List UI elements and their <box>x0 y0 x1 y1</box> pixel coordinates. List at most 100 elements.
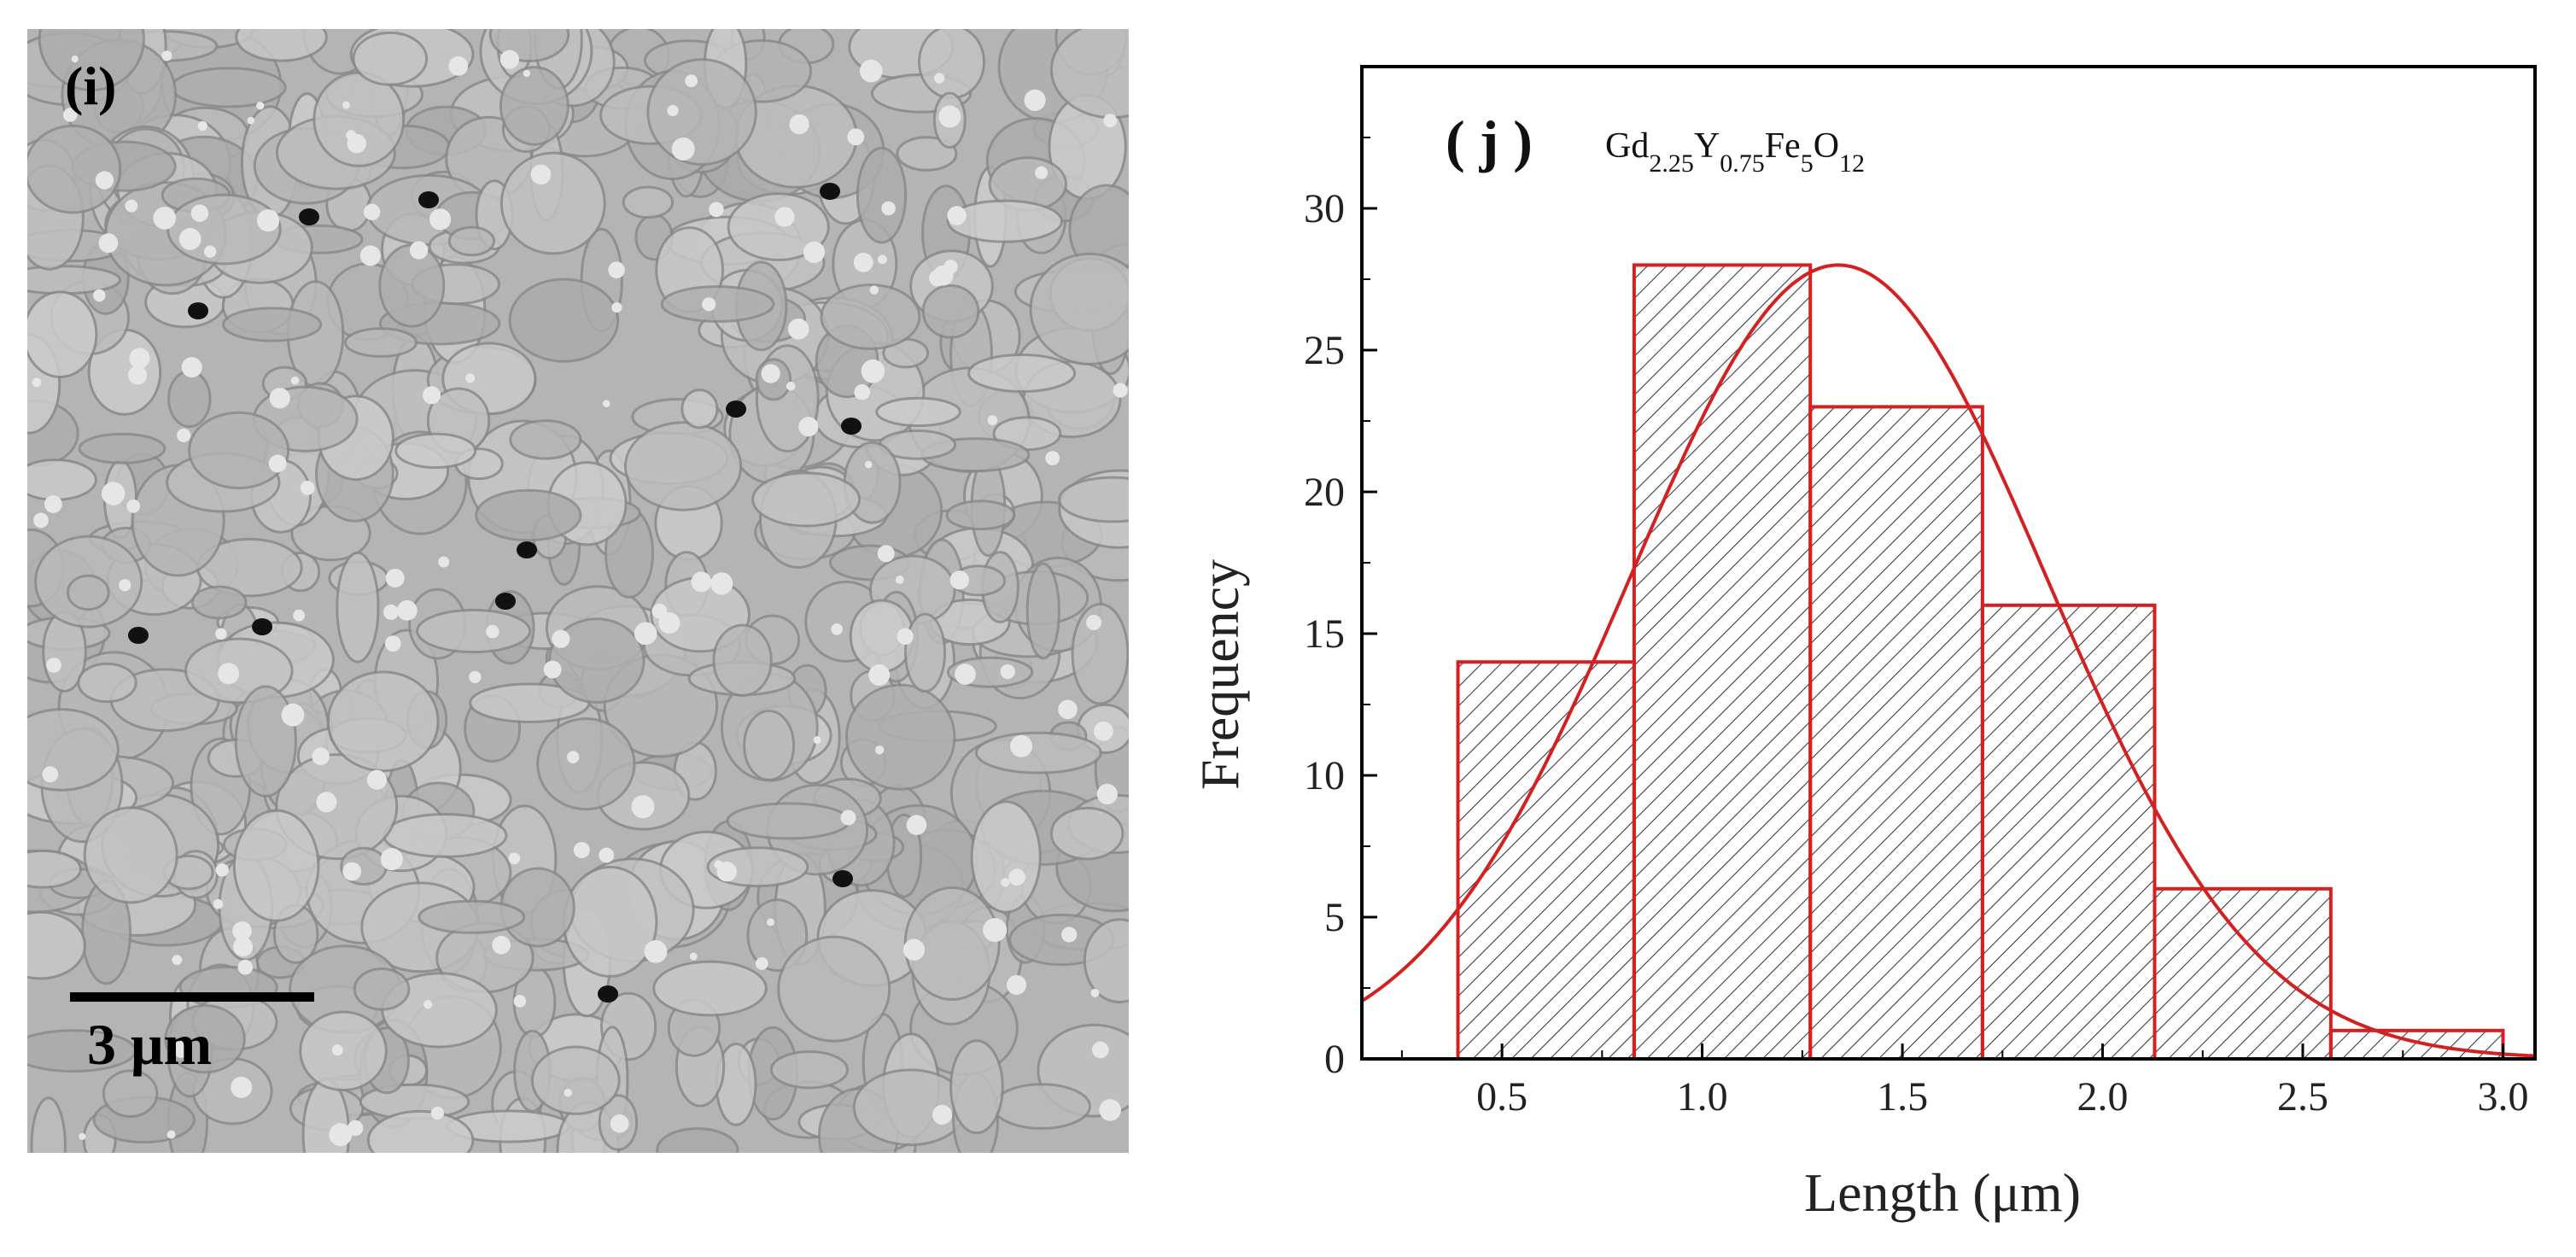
sem-panel-label: (i) <box>65 56 117 116</box>
bright-particle <box>204 245 217 258</box>
bright-particle <box>831 623 843 635</box>
bright-particle <box>1001 878 1010 887</box>
axis-ticks: 0.5 1.0 1.5 2.0 2.5 3.0 0 5 10 15 20 25 30 <box>1304 137 2528 1120</box>
bright-particle <box>44 495 62 513</box>
bright-particle <box>95 171 114 190</box>
bright-particle <box>897 628 914 645</box>
grain <box>656 1127 739 1153</box>
y-tick-label: 25 <box>1304 328 1345 373</box>
bright-particle <box>281 703 305 727</box>
bright-particle <box>658 612 681 634</box>
bright-particle <box>233 937 254 957</box>
bright-particle <box>864 460 873 469</box>
x-tick-label: 3.0 <box>2477 1074 2528 1120</box>
grain <box>820 284 921 350</box>
bright-particle <box>983 918 1008 943</box>
grain <box>921 284 980 339</box>
bright-particle <box>312 747 330 765</box>
bright-particle <box>789 114 809 135</box>
grain <box>896 136 958 172</box>
y-tick-label: 10 <box>1304 753 1345 798</box>
grain <box>967 354 1077 393</box>
bright-particle <box>710 572 733 595</box>
chart-panel-label: ( j ) <box>1446 108 1533 173</box>
bright-particle <box>331 1044 343 1056</box>
x-axis-title: Length (μm) <box>1804 1162 2081 1223</box>
grain <box>946 199 1064 243</box>
grain <box>366 1109 475 1153</box>
grain <box>949 1039 1004 1135</box>
bright-particle <box>813 736 821 745</box>
grain <box>751 471 862 528</box>
bright-particle <box>702 297 716 312</box>
bright-particle <box>934 73 945 84</box>
grain <box>234 685 297 798</box>
bright-particle <box>126 499 141 513</box>
grain <box>394 432 477 469</box>
bright-particle <box>190 204 209 222</box>
grain <box>336 551 380 664</box>
grain <box>712 623 773 697</box>
bright-particle <box>42 766 59 783</box>
bright-particle <box>129 348 150 369</box>
bright-particle <box>1086 615 1102 630</box>
bright-particle <box>71 56 79 63</box>
grain <box>970 800 1042 914</box>
bright-particle <box>438 556 450 568</box>
grain <box>681 389 719 430</box>
grain <box>624 421 743 512</box>
grain <box>974 731 1102 775</box>
bright-particle <box>859 59 883 83</box>
bright-particle <box>215 628 227 640</box>
grain <box>646 58 757 167</box>
grain <box>27 849 82 889</box>
grain <box>652 960 768 1017</box>
histogram-bar <box>2328 1028 2505 1061</box>
grain <box>299 1010 388 1092</box>
bright-particle <box>513 995 527 1008</box>
grain <box>78 432 166 465</box>
grain <box>845 683 956 791</box>
bright-particle <box>947 206 967 225</box>
grain <box>1058 476 1129 523</box>
bright-particle <box>232 921 252 941</box>
bright-particle <box>667 104 679 117</box>
bright-particle <box>172 955 183 966</box>
bright-particle <box>342 862 362 881</box>
bright-particle <box>385 569 405 588</box>
grain <box>418 899 526 934</box>
bright-particle <box>906 815 927 835</box>
scale-bar-label: 3 μm <box>87 1012 213 1077</box>
pore <box>128 627 149 644</box>
bright-particle <box>256 102 265 110</box>
pore <box>726 400 746 418</box>
bright-particle <box>689 952 698 961</box>
x-tick-label: 0.5 <box>1476 1074 1527 1120</box>
bright-particle <box>602 400 610 407</box>
histogram-bar <box>1632 263 1813 1061</box>
grain <box>856 146 908 244</box>
bright-particle <box>634 622 657 646</box>
bright-particle <box>218 663 240 685</box>
bright-particle <box>610 1114 629 1133</box>
y-tick-label: 15 <box>1304 611 1345 657</box>
bright-particle <box>567 751 580 763</box>
grain <box>1025 562 1060 660</box>
grain <box>1071 602 1129 705</box>
bright-particle <box>881 201 896 216</box>
grain <box>416 608 532 654</box>
bright-particle <box>786 381 796 391</box>
bright-particle <box>423 386 441 405</box>
bright-particle <box>685 74 698 88</box>
bright-particle <box>1008 868 1025 886</box>
bright-particle <box>943 260 958 274</box>
bright-particle <box>1099 1099 1121 1121</box>
bright-particle <box>714 860 723 869</box>
pore <box>495 593 516 610</box>
bright-particle <box>987 415 998 425</box>
bright-particle <box>172 1041 190 1058</box>
bright-particle <box>1000 664 1015 680</box>
grain <box>499 66 570 146</box>
y-tick-label: 20 <box>1304 470 1345 515</box>
bright-particle <box>902 938 926 961</box>
